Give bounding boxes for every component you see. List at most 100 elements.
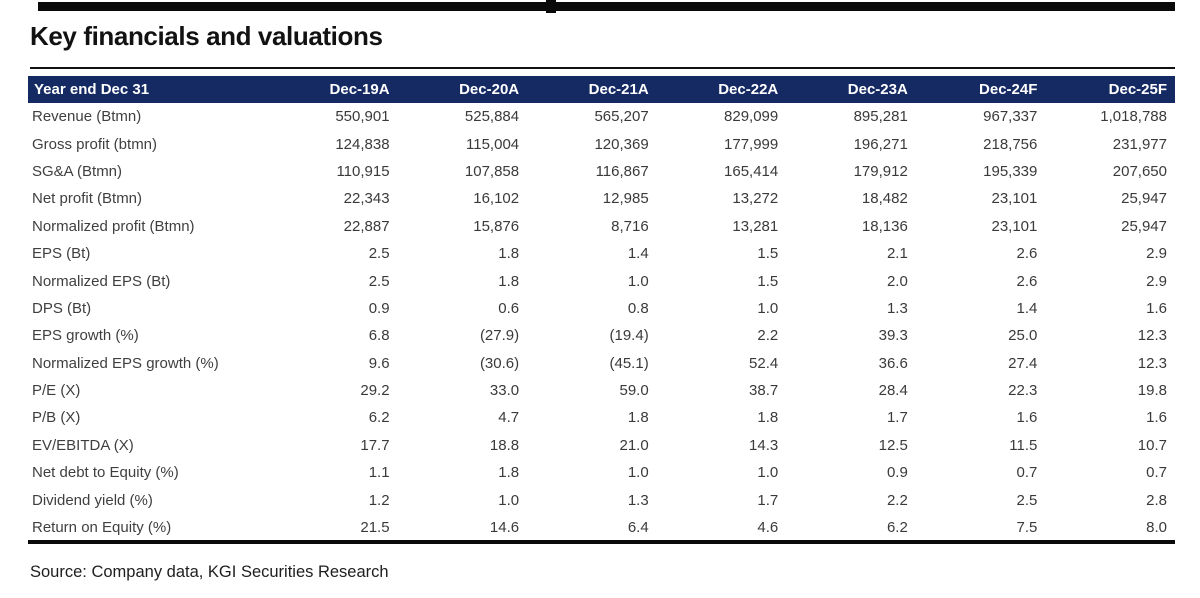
cell-value: 1,018,788 [1100,108,1167,126]
column-header-dec20a: Dec-20A [397,76,528,103]
table-row: EPS (Bt) 2.5 1.8 1.4 1.5 2.1 2.6 2.9 [28,240,1175,267]
table-row: DPS (Bt) 0.9 0.6 0.8 1.0 1.3 1.4 1.6 [28,295,1175,322]
cell-value: 2.9 [1146,272,1167,290]
cell-value: 12.5 [878,436,908,454]
cell-value: 218,756 [983,135,1038,153]
cell-value: 0.8 [627,299,649,317]
cell-value: 22,887 [343,217,390,235]
row-label: EPS (Bt) [32,245,91,263]
source-note: Source: Company data, KGI Securities Res… [30,563,389,581]
cell-value: (45.1) [609,354,649,372]
table-row: SG&A (Btmn) 110,915 107,858 116,867 165,414 1… [28,158,1175,185]
cell-value: 179,912 [853,162,908,180]
cell-value: 2.9 [1146,245,1167,263]
cell-value: 2.2 [886,491,908,509]
cell-value: 59.0 [619,382,649,400]
cell-value: 12.3 [1137,354,1167,372]
row-label: Normalized EPS growth (%) [32,354,219,372]
cell-value: 1.7 [757,491,779,509]
cell-value: 6.2 [368,409,390,427]
table-row: Gross profit (btmn) 124,838 115,004 120,369… [28,130,1175,157]
cell-value: 25,947 [1121,190,1167,208]
cell-value: 1.8 [498,245,520,263]
cell-value: 0.7 [1146,464,1167,482]
cell-value: 7.5 [1016,519,1038,537]
cell-value: 110,915 [336,162,390,180]
column-header-dec24f: Dec-24F [915,76,1046,103]
cell-value: 23,101 [991,217,1038,235]
row-label: Normalized profit (Btmn) [32,217,195,235]
cell-value: 207,650 [1112,162,1167,180]
row-label: Net debt to Equity (%) [32,464,179,482]
cell-value: 0.9 [886,464,908,482]
cell-value: (27.9) [479,327,520,345]
table-row: Normalized profit (Btmn) 22,887 15,876 8,71… [28,213,1175,240]
cell-value: 12.3 [1137,327,1167,345]
cell-value: 9.6 [368,354,390,372]
row-label: P/B (X) [32,409,81,427]
cell-value: 22.3 [1008,382,1038,400]
cell-value: 13,272 [732,190,779,208]
page-title: Key financials and valuations [30,21,383,51]
cell-value: 1.2 [368,491,390,509]
table-row: Revenue (Btmn) 550,901 525,884 565,207 829,0… [28,103,1175,130]
row-label: Dividend yield (%) [32,491,153,509]
cell-value: 1.0 [498,491,520,509]
financials-table: Year end Dec 31 Dec-19A Dec-20A Dec-21A … [28,76,1175,541]
column-header-dec21a: Dec-21A [527,76,657,103]
cell-value: 18,136 [861,217,908,235]
cell-value: 16,102 [473,190,520,208]
cell-value: 1.7 [886,409,908,427]
cell-value: 116,867 [595,162,649,180]
cell-value: 565,207 [594,108,649,126]
column-header-dec19a: Dec-19A [268,76,398,103]
cell-value: 27.4 [1008,354,1038,372]
cell-value: 13,281 [732,217,779,235]
cell-value: 4.6 [757,519,779,537]
cell-value: 18,482 [861,190,908,208]
cell-value: 29.2 [360,382,390,400]
cell-value: 2.6 [1016,272,1038,290]
cell-value: 1.6 [1146,299,1167,317]
row-label: P/E (X) [32,382,81,400]
row-label: Net profit (Btmn) [32,190,143,208]
table-bottom-border [28,540,1175,544]
cell-value: 525,884 [464,108,520,126]
cell-value: 21.0 [619,436,649,454]
cell-value: 0.9 [368,299,390,317]
cell-value: 2.0 [886,272,908,290]
table-row: EV/EBITDA (X) 17.7 18.8 21.0 14.3 12.5 11.5 10.… [28,432,1175,459]
column-header-dec25f: Dec-25F [1045,76,1175,103]
row-label: EPS growth (%) [32,327,139,345]
cell-value: 14.3 [749,436,779,454]
cell-value: 1.0 [627,272,649,290]
cell-value: 36.6 [878,354,908,372]
cell-value: 1.0 [757,464,779,482]
row-label: Revenue (Btmn) [32,108,142,126]
top-crop-bar [38,0,1175,13]
top-bar-notch [546,0,556,13]
table-row: P/B (X) 6.2 4.7 1.8 1.8 1.7 1.6 1.6 [28,404,1175,431]
cell-value: 10.7 [1137,436,1167,454]
cell-value: 2.5 [368,245,390,263]
cell-value: 829,099 [724,108,779,126]
table-row: Normalized EPS (Bt) 2.5 1.8 1.0 1.5 2.0 2.6 2.9 [28,267,1175,294]
title-divider [30,67,1175,69]
cell-value: 107,858 [464,162,520,180]
cell-value: 12,985 [602,190,649,208]
cell-value: 11.5 [1009,436,1038,454]
cell-value: 33.0 [489,382,520,400]
table-row: Return on Equity (%) 21.5 14.6 6.4 4.6 6.2 7.5… [28,514,1175,541]
cell-value: 1.6 [1146,409,1167,427]
cell-value: 1.8 [627,409,649,427]
cell-value: 120,369 [594,135,649,153]
cell-value: 1.3 [886,299,908,317]
cell-value: 38.7 [749,382,779,400]
cell-value: 39.3 [878,327,908,345]
cell-value: 1.8 [757,409,779,427]
row-label: DPS (Bt) [32,299,92,317]
row-label: Normalized EPS (Bt) [32,272,171,290]
cell-value: 195,339 [983,162,1038,180]
cell-value: 25,947 [1121,217,1167,235]
